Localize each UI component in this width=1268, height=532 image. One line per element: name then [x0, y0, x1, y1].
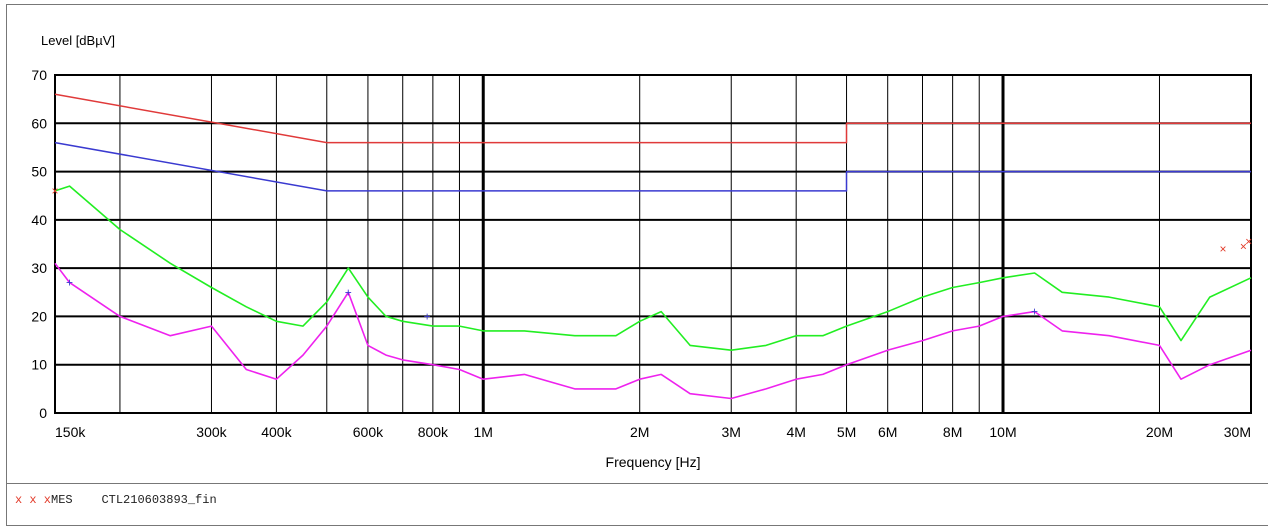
x-tick-label: 30M: [1224, 424, 1251, 440]
x-tick-label: 20M: [1146, 424, 1173, 440]
measurement-line: [54, 262, 1252, 400]
plot-area: [54, 74, 1252, 414]
limit-line: [54, 93, 1251, 144]
y-tick-label: 30: [31, 260, 47, 276]
x-tick-label: 300k: [196, 424, 227, 440]
y-tick-label: 50: [31, 164, 47, 180]
average-marker: +: [66, 276, 73, 290]
average-marker: +: [424, 309, 431, 323]
measurement-line: [54, 185, 1252, 352]
x-tick-label: 150k: [55, 424, 86, 440]
y-tick-label: 0: [39, 405, 47, 421]
x-tick-label: 600k: [353, 424, 384, 440]
x-tick-label: 10M: [989, 424, 1016, 440]
final-marker: ×: [1240, 239, 1247, 253]
legend-footer: x x xMES CTL210603893_fin: [15, 493, 217, 507]
chart-window: Level [dBµV] × × × × + + + + 0 10 20 30 40 50 60 70 150…: [6, 4, 1268, 526]
marker-layer: ×× ××+++ +: [51, 184, 1252, 324]
x-tick-label: 800k: [418, 424, 449, 440]
grid: [54, 74, 1252, 414]
average-marker: +: [345, 285, 352, 299]
x-tick-label: 6M: [878, 424, 897, 440]
y-tick-label: 40: [31, 212, 47, 228]
series-layer: [54, 93, 1252, 400]
final-marker-symbols: x x x: [15, 493, 52, 507]
chart-svg: Level [dBµV] ×× ××+++ + 010203040506070150…: [31, 33, 1252, 470]
footer-divider: [7, 483, 1268, 484]
x-tick-label: 1M: [474, 424, 493, 440]
y-tick-label: 10: [31, 357, 47, 373]
limit-line: [54, 141, 1251, 192]
y-tick-label: 70: [31, 67, 47, 83]
final-marker: ×: [1245, 235, 1252, 249]
x-tick-label: 5M: [837, 424, 856, 440]
measurement-name: CTL210603893_fin: [101, 493, 217, 507]
footer-label: MES: [51, 493, 73, 507]
x-tick-label: 8M: [943, 424, 962, 440]
final-marker: ×: [51, 184, 58, 198]
final-marker: ×: [1219, 242, 1226, 256]
y-tick-label: 60: [31, 115, 47, 131]
y-axis-label: Level [dBµV]: [41, 33, 115, 48]
x-tick-label: 2M: [630, 424, 649, 440]
tick-labels: 0 10 20 30 40 50 60 70 150k 300k 400k 600k 800k 1M 2M 3…: [31, 67, 1251, 440]
x-tick-label: 4M: [786, 424, 805, 440]
y-tick-label: 20: [31, 308, 47, 324]
x-tick-label: 400k: [261, 424, 292, 440]
x-axis-label: Frequency [Hz]: [606, 454, 701, 470]
x-tick-label: 3M: [722, 424, 741, 440]
average-marker: +: [1031, 305, 1038, 319]
